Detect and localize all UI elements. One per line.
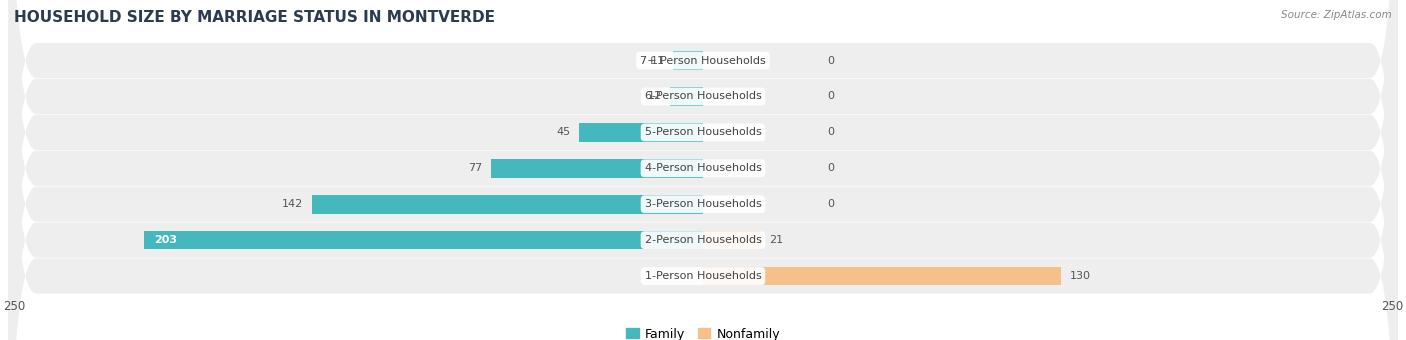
FancyBboxPatch shape (8, 0, 1398, 340)
Text: 6-Person Households: 6-Person Households (644, 91, 762, 101)
Text: 2-Person Households: 2-Person Households (644, 235, 762, 245)
Text: HOUSEHOLD SIZE BY MARRIAGE STATUS IN MONTVERDE: HOUSEHOLD SIZE BY MARRIAGE STATUS IN MON… (14, 10, 495, 25)
FancyBboxPatch shape (8, 0, 1398, 340)
Text: 203: 203 (155, 235, 177, 245)
Text: 4-Person Households: 4-Person Households (644, 163, 762, 173)
Text: 77: 77 (468, 163, 482, 173)
Text: 0: 0 (827, 199, 834, 209)
Text: 0: 0 (827, 163, 834, 173)
Text: 1-Person Households: 1-Person Households (644, 271, 762, 281)
Bar (312, 195, 703, 214)
FancyBboxPatch shape (8, 0, 1398, 340)
Bar (669, 87, 703, 106)
Text: Source: ZipAtlas.com: Source: ZipAtlas.com (1281, 10, 1392, 20)
Bar (579, 123, 703, 142)
Text: 11: 11 (651, 55, 665, 66)
Bar (703, 231, 761, 250)
Text: 0: 0 (827, 128, 834, 137)
FancyBboxPatch shape (8, 0, 1398, 340)
FancyBboxPatch shape (8, 0, 1398, 340)
Text: 5-Person Households: 5-Person Households (644, 128, 762, 137)
Text: 130: 130 (1070, 271, 1091, 281)
Bar (491, 159, 703, 177)
Text: 3-Person Households: 3-Person Households (644, 199, 762, 209)
Text: 7+ Person Households: 7+ Person Households (640, 55, 766, 66)
Bar (672, 51, 703, 70)
Text: 45: 45 (557, 128, 571, 137)
Bar (703, 267, 1062, 285)
Legend: Family, Nonfamily: Family, Nonfamily (621, 323, 785, 340)
Text: 21: 21 (769, 235, 783, 245)
Text: 0: 0 (827, 55, 834, 66)
Text: 0: 0 (827, 91, 834, 101)
Text: 12: 12 (648, 91, 662, 101)
Text: 142: 142 (283, 199, 304, 209)
Bar (143, 231, 703, 250)
FancyBboxPatch shape (8, 0, 1398, 340)
FancyBboxPatch shape (8, 0, 1398, 340)
